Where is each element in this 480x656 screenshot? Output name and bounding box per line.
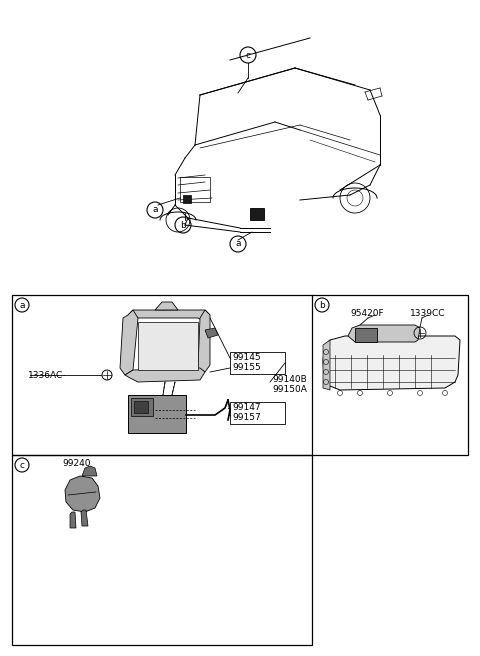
Polygon shape [81,510,88,526]
Polygon shape [70,512,76,528]
Text: 1336AC: 1336AC [28,371,63,380]
Bar [134,401,148,413]
Polygon shape [155,302,178,310]
Text: 99140B: 99140B [272,375,307,384]
Polygon shape [323,340,330,390]
Text: b: b [319,300,325,310]
Text: 99155: 99155 [232,363,261,371]
Bar [355,328,377,342]
Text: a: a [235,239,241,249]
Bar [12,455,312,645]
Text: a: a [152,205,158,215]
Text: a: a [19,300,25,310]
Text: 99145: 99145 [232,352,261,361]
Polygon shape [198,310,210,372]
Bar [138,322,198,370]
Polygon shape [65,476,100,512]
Text: b: b [180,220,186,230]
Polygon shape [205,328,218,338]
Text: 99240: 99240 [62,459,91,468]
Text: 1339CC: 1339CC [410,308,445,318]
Text: 95420F: 95420F [350,308,384,318]
Bar [230,402,285,424]
Bar [128,395,186,433]
Bar [230,352,285,374]
Polygon shape [323,336,460,390]
Text: 99147: 99147 [232,403,261,411]
Bar [131,398,153,416]
Text: c: c [245,51,251,60]
Bar [12,295,468,455]
Polygon shape [128,310,210,322]
Polygon shape [125,368,205,382]
Bar [183,195,191,203]
Text: c: c [20,461,24,470]
Bar [180,177,210,202]
Text: 99150A: 99150A [272,386,307,394]
Polygon shape [82,466,97,476]
Polygon shape [348,325,420,342]
Polygon shape [120,310,138,375]
Bar [250,208,264,220]
Text: 99157: 99157 [232,413,261,422]
